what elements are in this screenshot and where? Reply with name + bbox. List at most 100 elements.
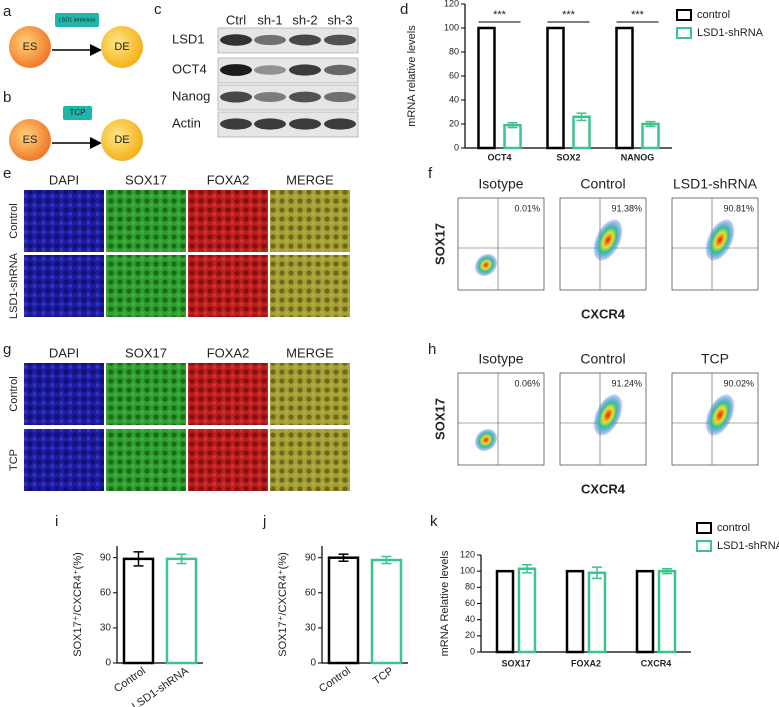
- bar: [635, 569, 655, 654]
- y-tick-label: 120: [444, 0, 459, 8]
- gate-percent: 90.02%: [723, 378, 754, 388]
- y-tick-label: 0: [105, 658, 111, 669]
- error-bar: [381, 555, 392, 565]
- bar: [572, 115, 591, 150]
- bar: [517, 567, 537, 654]
- y-tick-label: 0: [470, 646, 475, 656]
- significance-label: ***: [493, 9, 507, 21]
- cell-label: ES: [23, 134, 38, 146]
- flow-cloud: [474, 253, 498, 277]
- y-axis-label: SOX17⁺/CXCR4⁺(%): [277, 552, 289, 657]
- panel-label: d: [400, 1, 408, 18]
- column-header: SOX17: [125, 172, 167, 187]
- flow-cloud: [593, 219, 623, 261]
- micrograph-texture: [24, 363, 104, 425]
- gate-percent: 0.06%: [514, 378, 540, 388]
- blot-band: [220, 64, 252, 76]
- flow-y-label: SOX17: [432, 223, 447, 265]
- panel-label: i: [55, 513, 58, 530]
- cell-label: DE: [114, 134, 129, 146]
- flow-cloud: [705, 219, 735, 261]
- column-header: SOX17: [125, 345, 167, 360]
- micrograph-texture: [270, 363, 350, 425]
- gate-percent: 90.81%: [723, 203, 754, 213]
- blot-row-label: Actin: [172, 115, 201, 130]
- error-bar: [133, 551, 144, 567]
- cell-de: [101, 26, 143, 68]
- column-header: FOXA2: [207, 172, 250, 187]
- cell-label: ES: [23, 41, 38, 53]
- y-tick-label: 90: [100, 552, 112, 563]
- y-axis-label: mRNA Relative levels: [439, 550, 451, 656]
- micrograph-texture: [106, 190, 186, 252]
- micrograph-texture: [188, 190, 268, 252]
- blot-band: [220, 34, 252, 46]
- panel-label: g: [3, 341, 11, 358]
- bar: [477, 26, 496, 150]
- blot-row-label: OCT4: [172, 61, 207, 76]
- micrograph-texture: [270, 429, 350, 491]
- blot-band: [289, 118, 321, 130]
- micrograph-texture: [270, 190, 350, 252]
- legend-swatch: [676, 27, 692, 39]
- gate-percent: 0.01%: [514, 203, 540, 213]
- y-tick-label: 100: [460, 566, 475, 576]
- row-label: LSD1-shRNA: [8, 252, 20, 319]
- y-tick-label: 60: [100, 587, 112, 598]
- flow-plot: [457, 197, 545, 291]
- x-tick-label: NANOG: [621, 152, 655, 162]
- bar: [495, 569, 515, 654]
- micrograph-texture: [270, 255, 350, 317]
- panel-label: a: [3, 3, 12, 20]
- error-bar: [576, 112, 587, 122]
- cell-label: DE: [114, 41, 129, 53]
- lane-label: sh-2: [292, 12, 317, 27]
- y-tick-label: 90: [305, 552, 317, 563]
- y-tick-label: 30: [100, 623, 112, 634]
- column-header: FOXA2: [207, 345, 250, 360]
- x-tick-label: TCP: [371, 665, 396, 687]
- blot-band: [220, 91, 252, 103]
- lane-label: sh-3: [327, 12, 352, 27]
- flow-x-label: CXCR4: [581, 306, 626, 321]
- y-tick-label: 20: [449, 118, 459, 128]
- error-bar: [507, 122, 518, 129]
- row-label: TCP: [8, 449, 20, 471]
- bar: [122, 557, 155, 665]
- micrograph-texture: [188, 255, 268, 317]
- y-axis-label: SOX17⁺/CXCR4⁺(%): [72, 552, 84, 657]
- blot-band: [324, 34, 356, 46]
- y-tick-label: 40: [449, 94, 459, 104]
- y-tick-label: 80: [465, 582, 475, 592]
- treatment-box: [63, 106, 92, 120]
- y-axis-label: mRNA relative levels: [406, 25, 418, 127]
- bar: [657, 569, 677, 654]
- flow-y-label: SOX17: [432, 398, 447, 440]
- column-header: MERGE: [286, 172, 334, 187]
- y-tick-label: 0: [454, 142, 459, 152]
- blot-band: [254, 92, 286, 102]
- y-tick-label: 60: [305, 587, 317, 598]
- column-header: DAPI: [49, 345, 79, 360]
- blot-band: [324, 118, 356, 130]
- legend-swatch: [696, 540, 712, 552]
- cell-de: [101, 119, 143, 161]
- bar: [546, 26, 565, 150]
- x-tick-label: OCT4: [487, 152, 511, 162]
- x-tick-label: SOX2: [556, 152, 580, 162]
- y-tick-label: 20: [465, 630, 475, 640]
- y-tick-label: 120: [460, 549, 475, 559]
- flow-cloud: [593, 394, 623, 436]
- flow-cloud: [474, 428, 498, 452]
- blot-row-label: LSD1: [172, 31, 205, 46]
- micrograph-texture: [24, 429, 104, 491]
- blot-band: [289, 64, 321, 76]
- flow-cloud: [705, 394, 735, 436]
- lane-label: Ctrl: [226, 12, 246, 27]
- micrograph-texture: [106, 363, 186, 425]
- error-bar: [662, 567, 672, 575]
- bar: [503, 123, 522, 150]
- error-bar: [522, 563, 532, 574]
- treatment-box: [55, 13, 99, 27]
- y-tick-label: 60: [465, 598, 475, 608]
